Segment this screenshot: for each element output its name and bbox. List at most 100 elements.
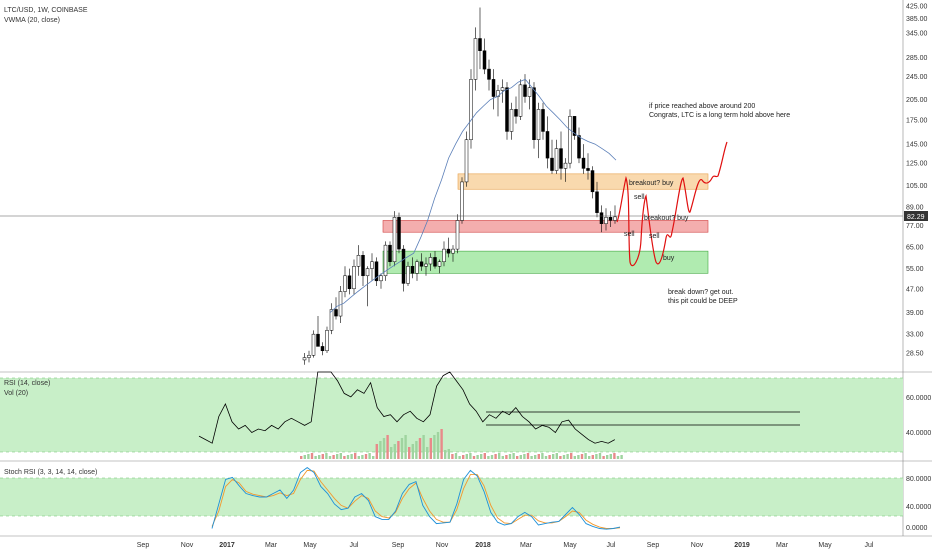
annotation-sell-upper: sell <box>634 194 645 201</box>
rsi-tick-40: 40.0000 <box>906 430 931 437</box>
candle <box>307 350 311 363</box>
time-tick: Jul <box>607 542 616 549</box>
candle <box>518 79 523 120</box>
candle <box>442 241 446 267</box>
time-tick: May <box>303 542 317 549</box>
volume-bar <box>480 454 483 459</box>
rsi-tick-60: 60.0000 <box>906 395 931 402</box>
candle <box>406 261 410 287</box>
volume-bar <box>426 447 429 459</box>
volume-bar <box>613 453 616 459</box>
volume-bar <box>465 454 468 459</box>
volume-bar <box>519 455 522 459</box>
volume-bar <box>472 456 476 459</box>
candle <box>491 69 496 110</box>
current-price-label: 82.29 <box>907 214 925 221</box>
annotation-sell-mid: sell <box>624 231 635 238</box>
annotation-breakout-buy-lower: breakout? buy <box>644 215 689 222</box>
candle <box>316 316 320 347</box>
time-tick: Jul <box>865 542 874 549</box>
candle <box>532 82 536 149</box>
candle <box>482 38 487 75</box>
price-tick: 385.00 <box>906 16 928 23</box>
candle <box>500 79 505 103</box>
candle <box>599 205 604 233</box>
volume-bar <box>318 455 321 459</box>
volume-bar <box>375 444 378 459</box>
volume-bar <box>382 438 386 459</box>
rsi-line <box>198 371 615 444</box>
volume-bar <box>411 444 414 459</box>
candle <box>563 158 568 182</box>
volume-bar <box>476 455 479 459</box>
volume-bar <box>573 456 576 459</box>
price-tick: 145.00 <box>906 142 928 149</box>
time-tick: Sep <box>647 542 660 549</box>
volume-bar <box>321 454 324 459</box>
volume-bar <box>336 454 339 459</box>
volume-bar <box>357 456 360 459</box>
volume-bar <box>498 453 501 459</box>
annotation-note-bottom-line2: this pit could be DEEP <box>668 298 738 305</box>
volume-bar <box>440 429 443 459</box>
candle <box>586 153 590 180</box>
volume-bar <box>408 447 411 459</box>
candle <box>581 144 586 174</box>
candle <box>370 253 374 281</box>
stoch-panel-label: Stoch RSI (3, 3, 14, 14, close) <box>4 469 97 476</box>
volume-bar <box>454 453 458 459</box>
volume-bar <box>526 453 530 459</box>
candle <box>608 211 613 228</box>
volume-bar <box>303 455 306 459</box>
volume-bar <box>429 438 432 459</box>
time-tick: May <box>818 542 832 549</box>
volume-bar <box>490 455 494 459</box>
volume-bar <box>559 456 562 459</box>
price-tick: 105.00 <box>906 183 928 190</box>
candle <box>505 82 509 140</box>
candle <box>451 245 455 262</box>
time-tick: 2019 <box>734 542 750 549</box>
volume-bar <box>368 453 371 459</box>
stoch-band-background <box>0 478 903 516</box>
candle <box>397 212 401 254</box>
volume-bar <box>598 453 602 459</box>
zone-green <box>382 250 709 274</box>
candle <box>419 253 424 271</box>
candle <box>379 273 383 289</box>
time-tick: Sep <box>392 542 405 549</box>
vwma-indicator-label: VWMA (20, close) <box>4 17 60 24</box>
candle <box>352 259 356 295</box>
candle <box>424 257 428 276</box>
candle <box>604 208 608 231</box>
time-tick: 2018 <box>475 542 491 549</box>
volume-bar <box>447 449 450 459</box>
candle <box>361 251 365 287</box>
volume-bar <box>606 455 609 459</box>
volume-bar <box>404 435 407 459</box>
volume-bar <box>390 447 393 459</box>
volume-bar <box>393 444 396 459</box>
candle <box>590 166 595 199</box>
volume-bar <box>397 441 400 459</box>
volume-bar <box>310 453 314 459</box>
volume-bar <box>577 455 580 459</box>
candle <box>460 177 464 224</box>
candle <box>374 257 379 287</box>
volume-bar <box>537 454 540 459</box>
candle <box>613 205 617 224</box>
volume-bar <box>616 456 620 459</box>
volume-bar <box>436 432 440 459</box>
volume-bar <box>530 456 533 459</box>
time-tick: Nov <box>436 542 449 549</box>
volume-bar <box>541 453 544 459</box>
candle <box>392 211 397 267</box>
price-tick: 47.00 <box>906 286 924 293</box>
stoch-tick-0: 0.0000 <box>906 525 928 532</box>
volume-bar <box>483 453 486 459</box>
volume-bar <box>379 441 382 459</box>
candle <box>347 268 352 295</box>
volume-bar <box>444 450 447 459</box>
candle <box>446 237 451 258</box>
candle <box>334 297 338 320</box>
